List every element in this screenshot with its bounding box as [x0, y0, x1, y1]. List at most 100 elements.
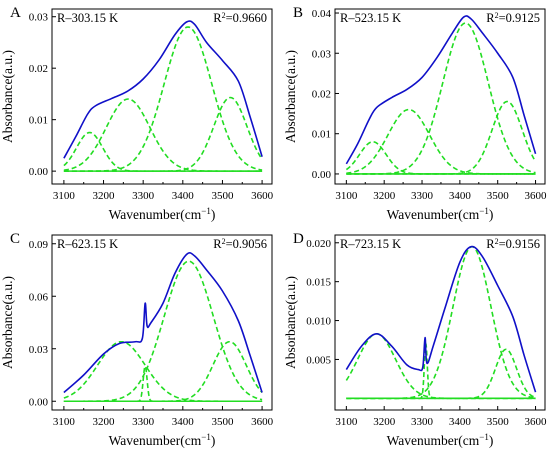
y-tick-label: 0.010 [306, 316, 331, 328]
x-tick-label: 3100 [335, 416, 358, 428]
x-tick-label: 3100 [53, 416, 76, 428]
chart-marks: 3100 3200 3300 3400 3500 3600 0.00 0.01 0.02 0.03… [312, 8, 547, 202]
y-tick-label: 0.09 [29, 239, 49, 251]
fit-component-curve [63, 340, 263, 403]
x-tick-label: 3300 [411, 190, 434, 202]
r-squared-symbol: R [213, 11, 222, 25]
x-axis-title-main: Wavenumber(cm [109, 207, 202, 222]
x-tick-label: 3600 [251, 190, 274, 202]
fit-component-curve [346, 245, 536, 400]
x-tick-label: 3300 [132, 190, 155, 202]
r-squared-value: =0.9125 [499, 11, 540, 25]
fit-component-curve [346, 22, 536, 175]
x-axis-title-tail: ) [211, 207, 216, 222]
x-tick-label: 3200 [93, 190, 116, 202]
plot-frame [51, 8, 273, 185]
fit-component-curve [346, 108, 536, 175]
chart-marks: 3100 3200 3300 3400 3500 3600 0.00 0.03 0.06 0.09 [29, 239, 274, 428]
fit-component-curve [63, 260, 263, 403]
x-tick-label: 3100 [53, 190, 76, 202]
y-tick-label: 0.01 [312, 129, 331, 141]
x-tick-label: 3500 [487, 416, 510, 428]
y-tick-label: 0.03 [29, 344, 49, 356]
x-axis-title-tail: ) [211, 433, 216, 448]
fit-component-curve [346, 341, 536, 400]
r-squared-superscript: 2 [222, 11, 226, 20]
fitted-envelope-curve [345, 15, 537, 165]
fitted-envelope-curve [63, 252, 263, 394]
y-tick-label: 0.005 [306, 354, 331, 366]
x-tick-label: 3600 [525, 190, 548, 202]
x-tick-label: 3300 [132, 416, 155, 428]
panel-letter: C [10, 231, 20, 247]
temperature-label: R–523.15 K [340, 11, 401, 25]
y-axis-title: Absorbance(a.u.) [283, 50, 298, 143]
x-tick-label: 3200 [93, 416, 116, 428]
r-squared-value: =0.9156 [499, 237, 540, 251]
r-squared-label: R2=0.9056 [213, 237, 267, 252]
y-tick-label: 0.02 [312, 88, 331, 100]
x-axis-title-tail: ) [489, 433, 494, 448]
fitted-envelope-curve [345, 245, 537, 393]
r-squared-value: =0.9056 [226, 237, 267, 251]
temperature-label: R–623.15 K [57, 237, 118, 251]
r-squared-label: R2=0.9660 [213, 11, 267, 26]
x-tick-label: 3600 [251, 416, 274, 428]
x-tick-label: 3600 [525, 416, 548, 428]
x-tick-label: 3500 [487, 190, 510, 202]
x-tick-label: 3500 [211, 416, 234, 428]
x-tick-label: 3200 [373, 190, 396, 202]
fit-component-curve [63, 26, 263, 172]
y-tick-label: 0.06 [29, 291, 49, 303]
r-squared-symbol: R [213, 237, 222, 251]
fitted-envelope-curve [63, 20, 263, 159]
x-axis-title-superscript: −1 [479, 206, 489, 216]
panel-d: D R–723.15 K R2=0.9156 Wavenumber(cm−1) … [283, 231, 547, 448]
temperature-label: R–303.15 K [57, 11, 118, 25]
fit-component-curve [63, 340, 263, 403]
panel-c: C R–623.15 K R2=0.9056 Wavenumber(cm−1) … [0, 231, 274, 448]
x-tick-label: 3500 [211, 190, 234, 202]
y-tick-label: 0.04 [312, 8, 332, 20]
x-tick-label: 3400 [449, 190, 472, 202]
x-axis-title: Wavenumber(cm−1) [387, 432, 494, 448]
x-tick-label: 3300 [411, 416, 434, 428]
r-squared-superscript: 2 [495, 237, 499, 246]
x-tick-label: 3400 [172, 416, 195, 428]
x-tick-label: 3200 [373, 416, 396, 428]
chart-marks: 3100 3200 3300 3400 3500 3600 0.00 0.01 0.02 0.03 [29, 12, 274, 202]
r-squared-label: R2=0.9156 [486, 237, 540, 252]
fit-component-curve [63, 96, 263, 172]
y-axis-title: Absorbance(a.u.) [283, 276, 298, 369]
x-axis-title-main: Wavenumber(cm [387, 207, 480, 222]
fit-component-curve [346, 348, 536, 400]
plot-frame [51, 234, 273, 411]
plot-frame [334, 8, 546, 185]
fit-component-curve [346, 100, 537, 175]
r-squared-symbol: R [486, 237, 495, 251]
x-axis-title-tail: ) [489, 207, 494, 222]
y-tick-label: 0.01 [29, 115, 48, 127]
r-squared-superscript: 2 [495, 11, 499, 20]
y-axis-title: Absorbance(a.u.) [0, 50, 15, 143]
panel-letter: D [293, 231, 304, 247]
y-tick-label: 0.00 [312, 169, 332, 181]
chart-marks: 3100 3200 3300 3400 3500 3600 0.005 0.010 0.015 0… [306, 238, 547, 428]
x-axis-title: Wavenumber(cm−1) [109, 432, 216, 448]
panel-b: B R–523.15 K R2=0.9125 Wavenumber(cm−1) … [283, 5, 547, 222]
fit-component-curve [63, 98, 263, 172]
fit-component-curve [345, 332, 536, 400]
panel-letter: A [10, 5, 21, 21]
temperature-label: R–723.15 K [340, 237, 401, 251]
x-axis-title-superscript: −1 [479, 432, 489, 442]
panel-letter: B [293, 5, 303, 21]
y-tick-label: 0.020 [306, 238, 331, 250]
r-squared-superscript: 2 [222, 237, 226, 246]
y-tick-label: 0.03 [29, 12, 49, 24]
x-axis-title-superscript: −1 [201, 206, 211, 216]
fit-component-curve [345, 140, 536, 175]
y-tick-label: 0.00 [29, 166, 49, 178]
x-tick-label: 3100 [335, 190, 358, 202]
x-tick-label: 3400 [172, 190, 195, 202]
